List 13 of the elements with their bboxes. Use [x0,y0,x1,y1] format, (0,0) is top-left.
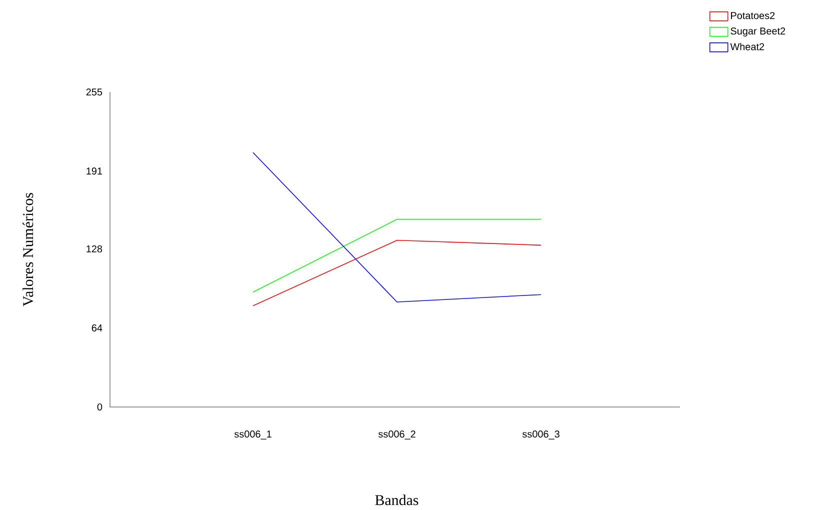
legend-label: Potatoes2 [731,12,775,20]
legend-label: Wheat2 [730,42,764,50]
x-axis-title: Bandas [375,494,418,506]
x-tick-label: ss006_1 [234,430,272,440]
x-tick-label: ss006_3 [522,430,560,440]
x-tick-label: ss006_2 [378,430,416,440]
y-tick-label: 0 [97,403,102,411]
legend-label: Sugar Beet2 [730,28,786,37]
y-tick-label: 64 [92,324,102,332]
y-axis-title: Valores Numéricos [22,192,34,306]
y-tick-label: 255 [86,88,102,96]
y-tick-label: 191 [86,168,102,175]
y-tick-label: 128 [86,245,102,252]
